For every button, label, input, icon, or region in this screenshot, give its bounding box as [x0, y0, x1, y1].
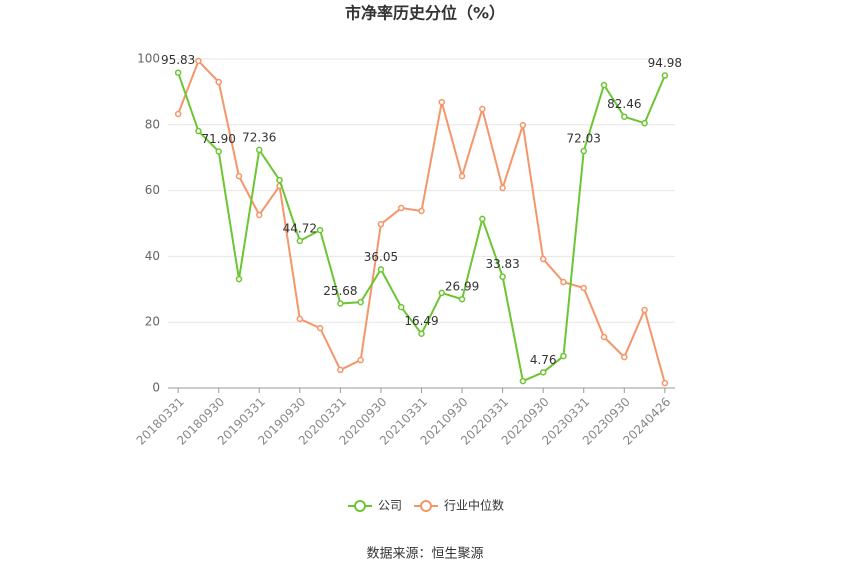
- y-tick-label: 0: [152, 381, 160, 395]
- data-label: 4.76: [530, 353, 557, 367]
- point: [337, 366, 344, 374]
- point: [641, 119, 648, 127]
- point: [316, 226, 324, 234]
- point: [519, 121, 527, 129]
- point: [621, 353, 628, 361]
- y-tick-label: 40: [145, 249, 160, 263]
- point: [256, 211, 263, 219]
- point: [235, 172, 243, 180]
- legend-marker: [420, 500, 433, 512]
- data-label: 16.49: [404, 314, 438, 328]
- source-note: 数据来源：恒生聚源: [366, 547, 483, 562]
- point: [580, 284, 587, 292]
- point: [418, 207, 425, 215]
- data-label: 72.03: [567, 132, 601, 146]
- point: [276, 176, 283, 184]
- y-tick-label: 20: [145, 315, 160, 329]
- data-label: 71.90: [202, 132, 236, 146]
- point: [174, 110, 182, 118]
- point: [600, 81, 608, 89]
- point: [641, 306, 648, 314]
- point: [377, 266, 385, 273]
- legend-marker: [354, 500, 366, 512]
- point: [458, 172, 466, 180]
- point: [195, 57, 202, 65]
- point: [377, 220, 385, 228]
- data-label: 33.83: [485, 257, 519, 271]
- point: [479, 105, 486, 113]
- point: [397, 204, 405, 212]
- point: [397, 303, 405, 311]
- point: [316, 324, 324, 332]
- point: [235, 275, 243, 283]
- point: [357, 298, 364, 306]
- data-label: 25.68: [323, 284, 357, 298]
- point: [195, 127, 202, 135]
- point: [621, 113, 628, 120]
- y-tick-label: 100: [137, 52, 160, 66]
- point: [499, 184, 506, 192]
- point: [580, 147, 587, 155]
- point: [337, 300, 344, 307]
- legend-label: 行业中位数: [444, 498, 504, 513]
- point: [174, 69, 182, 76]
- point: [215, 78, 222, 86]
- y-tick-label: 80: [145, 117, 160, 131]
- point: [438, 289, 446, 297]
- data-label: 36.05: [364, 250, 398, 264]
- point: [519, 377, 527, 385]
- data-label: 44.72: [283, 221, 317, 235]
- data-label: 95.83: [161, 53, 195, 67]
- point: [661, 72, 669, 79]
- point: [600, 333, 608, 341]
- point: [296, 315, 304, 323]
- data-label: 82.46: [607, 97, 641, 111]
- data-label: 26.99: [445, 280, 479, 294]
- point: [539, 255, 547, 263]
- point: [418, 330, 425, 337]
- point: [438, 98, 446, 106]
- point: [560, 278, 567, 286]
- point: [539, 369, 547, 376]
- point: [296, 237, 304, 245]
- chart-title: 市净率历史分位（%）: [345, 4, 505, 23]
- point: [458, 295, 466, 303]
- point: [215, 148, 222, 155]
- legend-label: 公司: [378, 499, 402, 513]
- point: [499, 273, 506, 280]
- y-tick-label: 60: [145, 183, 160, 197]
- point: [661, 379, 669, 387]
- data-label: 94.98: [648, 56, 682, 70]
- point: [479, 215, 486, 223]
- point: [256, 146, 263, 154]
- data-label: 72.36: [242, 130, 276, 144]
- point: [560, 352, 567, 360]
- point: [357, 356, 364, 364]
